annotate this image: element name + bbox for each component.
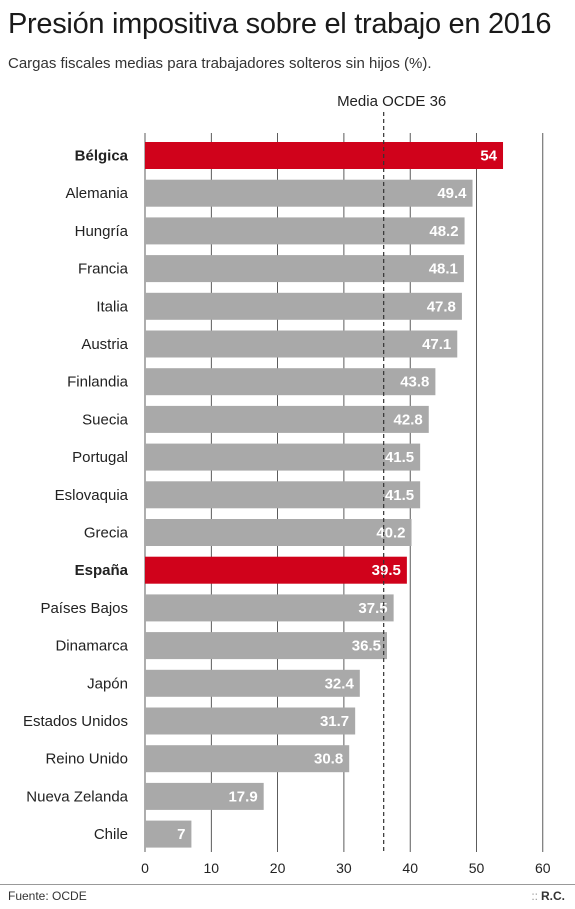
- credit-dots-icon: ::: [531, 889, 538, 903]
- value-label: 54: [480, 148, 497, 165]
- category-label: Chile: [94, 826, 128, 843]
- category-label: Austria: [81, 336, 128, 353]
- value-label: 31.7: [320, 713, 349, 730]
- category-label: Dinamarca: [55, 638, 128, 655]
- x-tick-label: 10: [204, 860, 220, 876]
- value-label: 40.2: [376, 525, 405, 542]
- category-label: Finlandia: [67, 374, 129, 391]
- bar: [145, 745, 350, 773]
- chart-subtitle: Cargas fiscales medias para trabajadores…: [8, 55, 432, 72]
- bar: [145, 594, 394, 622]
- value-label: 39.5: [372, 562, 401, 579]
- bar: [145, 368, 436, 396]
- bar: [145, 669, 360, 697]
- bar: [145, 330, 458, 358]
- bar: [145, 556, 407, 584]
- category-label: Portugal: [72, 449, 128, 466]
- bar: [145, 443, 421, 471]
- value-label: 43.8: [400, 374, 429, 391]
- value-label: 36.5: [352, 638, 381, 655]
- source-note: Fuente: OCDE: [8, 889, 87, 903]
- bar-chart: Bélgica 54 Alemania 49.4 Hungría 48.2 Francia 4…: [23, 93, 551, 876]
- category-label: Nueva Zelanda: [26, 788, 128, 805]
- credit-text: R.C.: [541, 889, 565, 903]
- value-label: 47.8: [427, 298, 456, 315]
- bar: [145, 820, 192, 848]
- value-label: 42.8: [394, 411, 423, 428]
- category-label: Japón: [87, 675, 128, 692]
- category-label: Alemania: [65, 185, 128, 202]
- chart-title: Presión impositiva sobre el trabajo en 2…: [8, 8, 552, 40]
- bar: [145, 405, 429, 433]
- category-label: Grecia: [84, 525, 129, 542]
- value-label: 41.5: [385, 449, 414, 466]
- category-label: Italia: [96, 298, 128, 315]
- category-label: Eslovaquia: [55, 487, 129, 504]
- bar: [145, 179, 473, 207]
- category-label: Francia: [78, 261, 129, 278]
- bar: [145, 217, 465, 245]
- bar: [145, 481, 421, 509]
- x-tick-label: 0: [141, 860, 149, 876]
- value-label: 37.5: [358, 600, 387, 617]
- x-tick-label: 60: [535, 860, 551, 876]
- bar: [145, 782, 264, 810]
- x-tick-label: 30: [336, 860, 352, 876]
- category-label: Países Bajos: [40, 600, 128, 617]
- bar: [145, 292, 462, 320]
- category-label: Hungría: [75, 223, 129, 240]
- value-label: 49.4: [437, 185, 467, 202]
- value-label: 48.1: [429, 261, 458, 278]
- author-credit: :: R.C.: [531, 889, 565, 903]
- category-label: España: [75, 562, 129, 579]
- value-label: 17.9: [228, 788, 257, 805]
- footer-divider: [0, 884, 575, 885]
- x-tick-label: 20: [270, 860, 286, 876]
- value-label: 41.5: [385, 487, 414, 504]
- value-label: 30.8: [314, 751, 343, 768]
- bar: [145, 255, 464, 283]
- value-label: 48.2: [429, 223, 458, 240]
- x-tick-label: 50: [469, 860, 485, 876]
- value-label: 7: [177, 826, 185, 843]
- bar: [145, 142, 504, 169]
- category-label: Estados Unidos: [23, 713, 128, 730]
- value-label: 47.1: [422, 336, 451, 353]
- bar: [145, 519, 412, 546]
- value-label: 32.4: [325, 675, 355, 692]
- category-label: Bélgica: [75, 148, 129, 165]
- bar: [145, 707, 356, 735]
- reference-line-label: Media OCDE 36: [337, 93, 446, 110]
- x-tick-label: 40: [402, 860, 418, 876]
- category-label: Reino Unido: [45, 751, 128, 768]
- category-label: Suecia: [82, 411, 129, 428]
- bar: [145, 632, 387, 660]
